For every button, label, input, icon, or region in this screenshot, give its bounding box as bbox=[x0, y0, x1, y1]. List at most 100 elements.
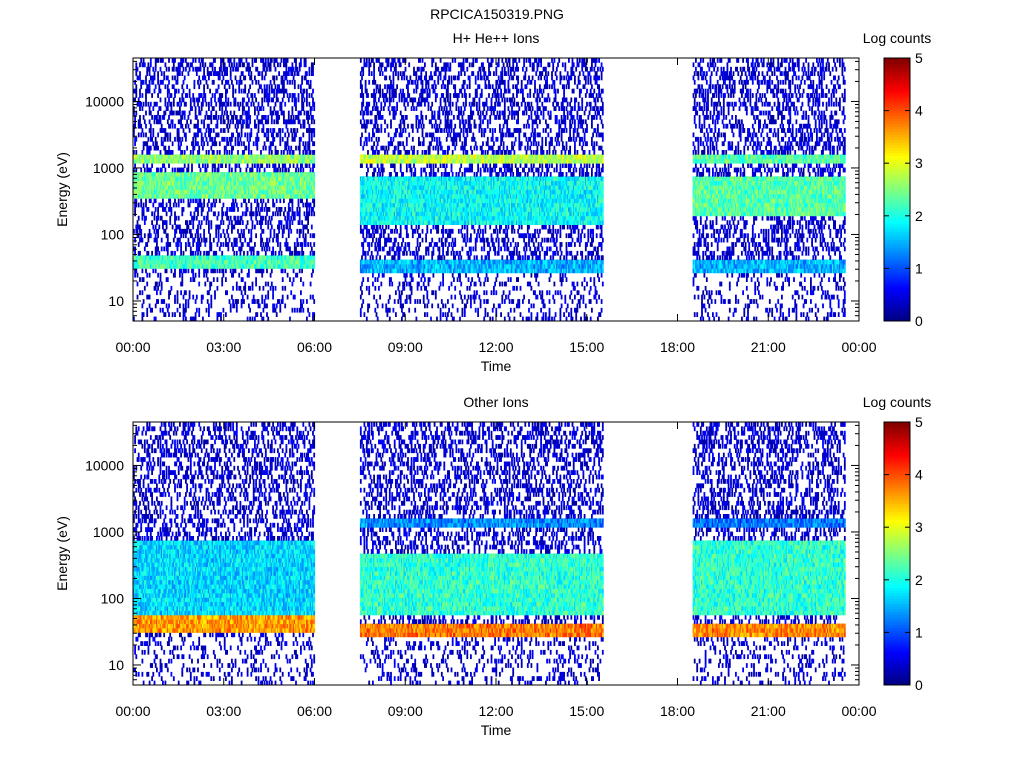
heatmap-cell bbox=[167, 76, 169, 81]
heatmap-cell bbox=[160, 106, 162, 111]
heatmap-cell bbox=[142, 150, 144, 155]
heatmap-cell bbox=[134, 207, 136, 212]
heatmap-cell bbox=[143, 277, 145, 282]
heatmap-cell bbox=[183, 251, 185, 256]
heatmap-cell bbox=[184, 150, 186, 155]
heatmap-cell bbox=[145, 80, 147, 85]
heatmap-cell bbox=[161, 216, 163, 221]
heatmap-cell bbox=[154, 216, 156, 221]
heatmap-cell bbox=[151, 163, 153, 168]
heatmap-cell bbox=[149, 89, 151, 94]
heatmap-cell bbox=[157, 299, 159, 304]
heatmap-cell bbox=[142, 216, 144, 221]
heatmap-cell bbox=[149, 71, 151, 76]
heatmap-cell bbox=[146, 308, 148, 313]
heatmap-cell bbox=[160, 115, 162, 120]
heatmap-cell bbox=[143, 115, 145, 120]
heatmap-cell bbox=[178, 89, 180, 94]
heatmap-cell bbox=[165, 84, 167, 89]
heatmap-cell bbox=[177, 295, 179, 300]
heatmap-cell bbox=[156, 290, 158, 295]
heatmap-cell bbox=[180, 242, 182, 247]
heatmap-cell bbox=[162, 141, 164, 146]
heatmap-cell bbox=[185, 242, 187, 247]
heatmap-cell bbox=[162, 203, 164, 208]
heatmap-cell bbox=[134, 80, 136, 85]
heatmap-cell bbox=[145, 93, 147, 98]
heatmap-cell bbox=[173, 203, 175, 208]
heatmap-cell bbox=[157, 146, 159, 151]
heatmap-cell bbox=[144, 220, 146, 225]
heatmap-cell bbox=[155, 225, 157, 230]
heatmap-cell bbox=[174, 295, 176, 300]
heatmap-cell bbox=[134, 211, 136, 216]
heatmap-cell bbox=[139, 277, 141, 282]
heatmap-cell bbox=[155, 286, 157, 291]
heatmap-cell bbox=[139, 106, 141, 111]
heatmap-cell bbox=[165, 62, 167, 67]
heatmap-cell bbox=[175, 229, 177, 234]
heatmap-cell bbox=[145, 203, 147, 208]
heatmap-cell bbox=[150, 128, 152, 133]
heatmap-cell bbox=[139, 290, 141, 295]
heatmap-cell bbox=[168, 98, 170, 103]
heatmap-cell bbox=[144, 168, 146, 173]
heatmap-cell bbox=[140, 203, 142, 208]
heatmap-cell bbox=[160, 308, 162, 313]
heatmap-cell bbox=[150, 102, 152, 107]
heatmap-cell bbox=[163, 299, 165, 304]
heatmap-cell bbox=[138, 216, 140, 221]
heatmap-cell bbox=[168, 115, 170, 120]
heatmap-cell bbox=[183, 67, 185, 72]
heatmap-cell bbox=[174, 312, 176, 317]
heatmap-cell bbox=[174, 251, 176, 256]
heatmap-cell bbox=[146, 282, 148, 287]
heatmap-cell bbox=[180, 247, 182, 252]
heatmap-cell bbox=[158, 251, 160, 256]
heatmap-cell bbox=[165, 312, 167, 317]
heatmap-cell bbox=[160, 98, 162, 103]
heatmap-cell bbox=[168, 312, 170, 317]
heatmap-cell bbox=[183, 233, 185, 238]
heatmap-cell bbox=[167, 238, 169, 243]
heatmap-cell bbox=[152, 128, 154, 133]
heatmap-cell bbox=[188, 268, 190, 273]
heatmap-cell bbox=[174, 76, 176, 81]
heatmap-cell bbox=[178, 128, 180, 133]
heatmap-cell bbox=[179, 225, 181, 230]
heatmap-cell bbox=[148, 62, 150, 67]
heatmap-cell bbox=[145, 124, 147, 129]
heatmap-cell bbox=[177, 80, 179, 85]
heatmap-cell bbox=[146, 242, 148, 247]
heatmap-cell bbox=[171, 286, 173, 291]
heatmap-cell bbox=[155, 304, 157, 309]
heatmap-cell bbox=[183, 58, 185, 63]
figure-title: RPCICA150319.PNG bbox=[430, 6, 564, 22]
heatmap-cell bbox=[168, 80, 170, 85]
heatmap-cell bbox=[152, 225, 154, 230]
heatmap-cell bbox=[134, 273, 136, 278]
heatmap-cell bbox=[142, 93, 144, 98]
heatmap-cell bbox=[150, 58, 152, 63]
heatmap-cell bbox=[137, 282, 139, 287]
heatmap-cell bbox=[180, 102, 182, 107]
heatmap-cell bbox=[157, 133, 159, 138]
heatmap-cell bbox=[151, 115, 153, 120]
heatmap-cell bbox=[185, 233, 187, 238]
heatmap-cell bbox=[172, 251, 174, 256]
heatmap-cell bbox=[166, 225, 168, 230]
heatmap-cell bbox=[151, 93, 153, 98]
heatmap-cell bbox=[179, 111, 181, 116]
heatmap-cell bbox=[157, 286, 159, 291]
heatmap-cell bbox=[181, 137, 183, 142]
heatmap-cell bbox=[143, 146, 145, 151]
heatmap-cell bbox=[173, 111, 175, 116]
heatmap-cell bbox=[143, 211, 145, 216]
heatmap-cell bbox=[181, 62, 183, 67]
heatmap-cell bbox=[185, 67, 187, 72]
heatmap-cell bbox=[167, 137, 169, 142]
heatmap-cell bbox=[143, 80, 145, 85]
heatmap-cell bbox=[135, 203, 137, 208]
heatmap-cell bbox=[175, 216, 177, 221]
heatmap-cell bbox=[160, 277, 162, 282]
